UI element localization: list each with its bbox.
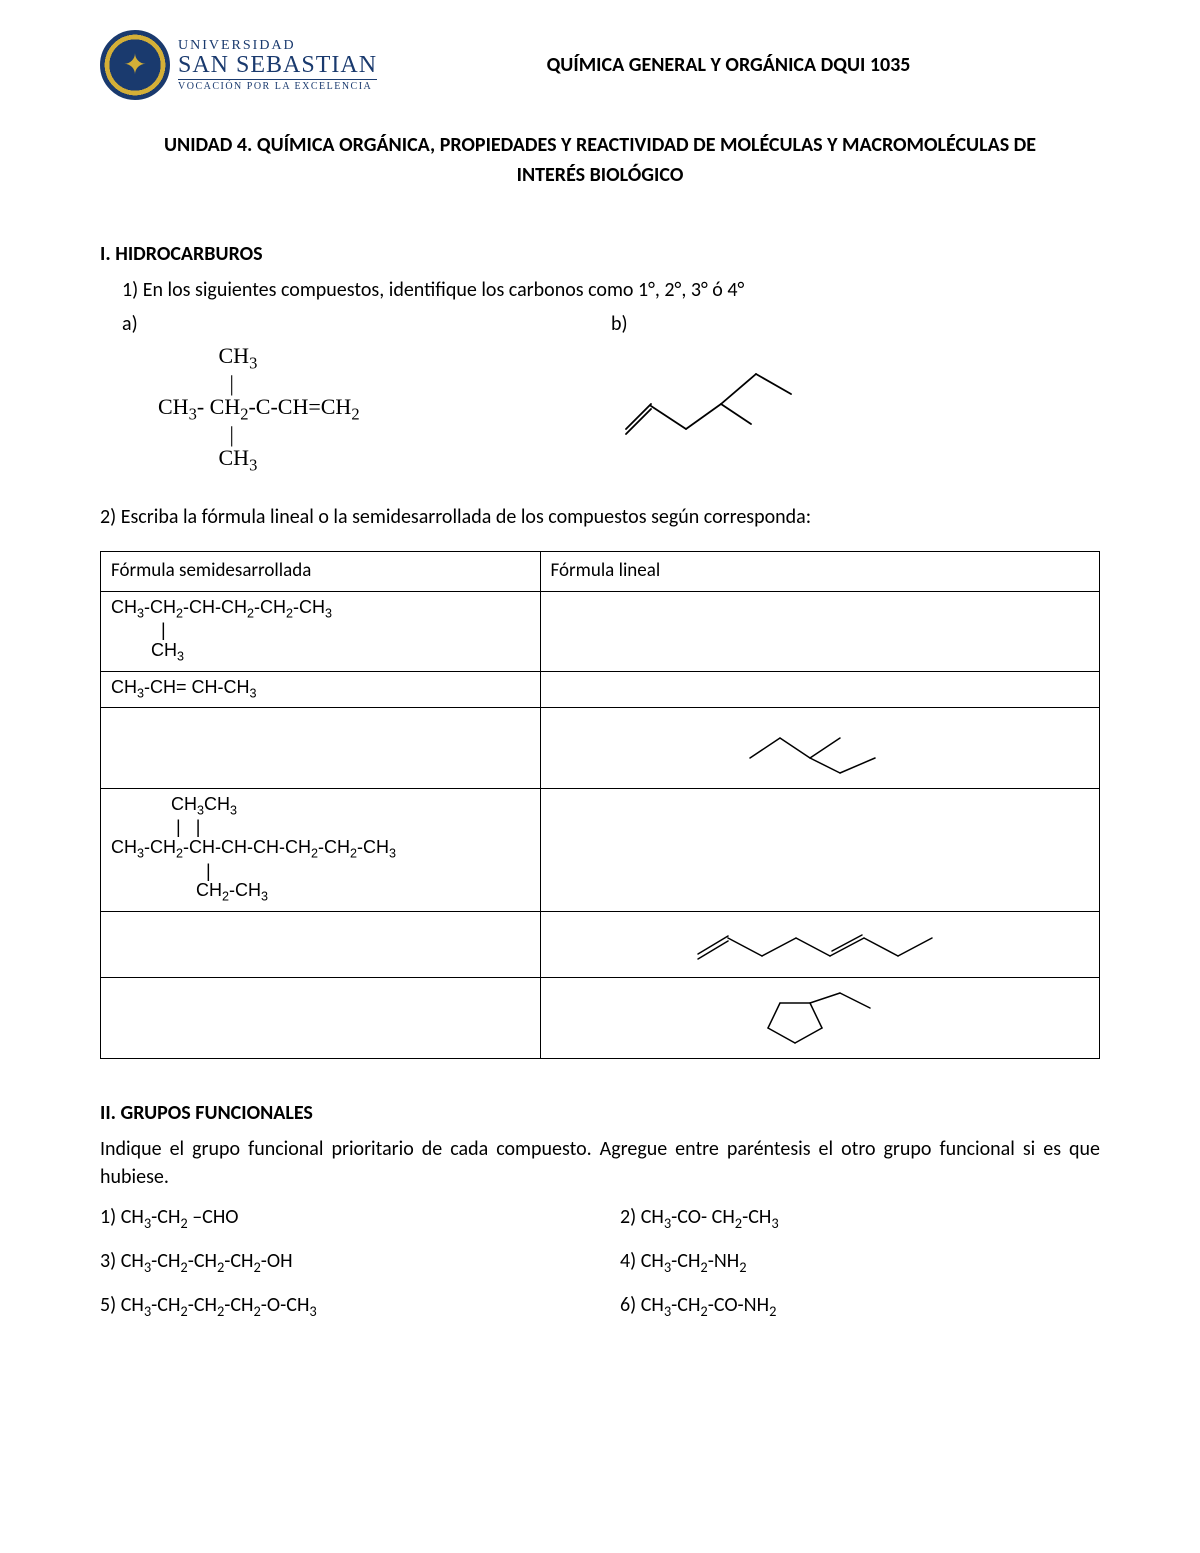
university-logo: ✦ UNIVERSIDAD SAN SEBASTIAN VOCACIÓN POR…	[100, 30, 377, 100]
option-a: a) CH3 | CH3- CH2-C-CH=CH2 | CH3	[122, 310, 611, 473]
fg-item-1: 1) CH3-CH2 –CHO	[100, 1203, 580, 1233]
skeletal-r6	[740, 988, 900, 1048]
fg-item-3: 3) CH3-CH2-CH2-CH2-OH	[100, 1247, 580, 1277]
table-row	[101, 708, 1100, 789]
cell-r5c2	[540, 911, 1099, 977]
cell-r3c2	[540, 708, 1099, 789]
course-title: QUÍMICA GENERAL Y ORGÁNICA DQUI 1035	[357, 51, 1100, 79]
uni-line2: SAN SEBASTIAN	[178, 53, 377, 80]
section2-intro: Indique el grupo funcional prioritario d…	[100, 1135, 1100, 1191]
fg-item-4: 4) CH3-CH2-NH2	[620, 1247, 1100, 1277]
label-a: a)	[122, 310, 611, 338]
uni-line1: UNIVERSIDAD	[178, 39, 377, 53]
cell-r1c1: CH3-CH2-CH-CH2-CH2-CH3 | CH3	[101, 591, 541, 671]
table-row	[101, 911, 1100, 977]
functional-groups-grid: 1) CH3-CH2 –CHO 2) CH3-CO- CH2-CH3 3) CH…	[100, 1203, 1100, 1321]
fg-item-2: 2) CH3-CO- CH2-CH3	[620, 1203, 1100, 1233]
page-header: ✦ UNIVERSIDAD SAN SEBASTIAN VOCACIÓN POR…	[100, 30, 1100, 100]
unit-title: UNIDAD 4. QUÍMICA ORGÁNICA, PROPIEDADES …	[140, 130, 1060, 190]
cell-r3c1	[101, 708, 541, 789]
table-row: CH3CH3 | |CH3-CH2-CH-CH-CH-CH2-CH2-CH3 |…	[101, 789, 1100, 912]
col1-header: Fórmula semidesarrollada	[101, 552, 541, 592]
uni-line3: VOCACIÓN POR LA EXCELENCIA	[178, 82, 377, 92]
table-row	[101, 977, 1100, 1058]
cell-r2c1: CH3-CH= CH-CH3	[101, 671, 541, 707]
fg-item-5: 5) CH3-CH2-CH2-CH2-O-CH3	[100, 1291, 580, 1321]
table-header-row: Fórmula semidesarrollada Fórmula lineal	[101, 552, 1100, 592]
structure-b-svg	[611, 354, 811, 444]
structure-a: CH3 | CH3- CH2-C-CH=CH2 | CH3	[158, 344, 611, 473]
cell-r4c1: CH3CH3 | |CH3-CH2-CH-CH-CH-CH2-CH2-CH3 |…	[101, 789, 541, 912]
cell-r6c1	[101, 977, 541, 1058]
section1-heading: I. HIDROCARBUROS	[100, 240, 1100, 268]
skeletal-r5	[690, 922, 950, 967]
cell-r4c2	[540, 789, 1099, 912]
cell-r1c2	[540, 591, 1099, 671]
fg-item-6: 6) CH3-CH2-CO-NH2	[620, 1291, 1100, 1321]
question-2: 2) Escriba la fórmula lineal o la semide…	[100, 503, 1100, 531]
chem-r1: CH3-CH2-CH-CH2-CH2-CH3 | CH3	[111, 598, 530, 665]
table-row: CH3-CH2-CH-CH2-CH2-CH3 | CH3	[101, 591, 1100, 671]
chem-r4: CH3CH3 | |CH3-CH2-CH-CH-CH-CH2-CH2-CH3 |…	[111, 795, 530, 905]
q1-options-row: a) CH3 | CH3- CH2-C-CH=CH2 | CH3 b)	[122, 310, 1100, 473]
university-name-block: UNIVERSIDAD SAN SEBASTIAN VOCACIÓN POR L…	[178, 39, 377, 92]
label-b: b)	[611, 310, 1100, 338]
chem-r2: CH3-CH= CH-CH3	[111, 678, 530, 701]
skeletal-r3	[740, 718, 900, 778]
seal-icon: ✦	[100, 30, 170, 100]
formulas-table: Fórmula semidesarrollada Fórmula lineal …	[100, 551, 1100, 1059]
cell-r2c2	[540, 671, 1099, 707]
cell-r5c1	[101, 911, 541, 977]
question-1: 1) En los siguientes compuestos, identif…	[122, 276, 1100, 304]
option-b: b)	[611, 310, 1100, 473]
cell-r6c2	[540, 977, 1099, 1058]
section2-heading: II. GRUPOS FUNCIONALES	[100, 1099, 1100, 1127]
table-row: CH3-CH= CH-CH3	[101, 671, 1100, 707]
col2-header: Fórmula lineal	[540, 552, 1099, 592]
